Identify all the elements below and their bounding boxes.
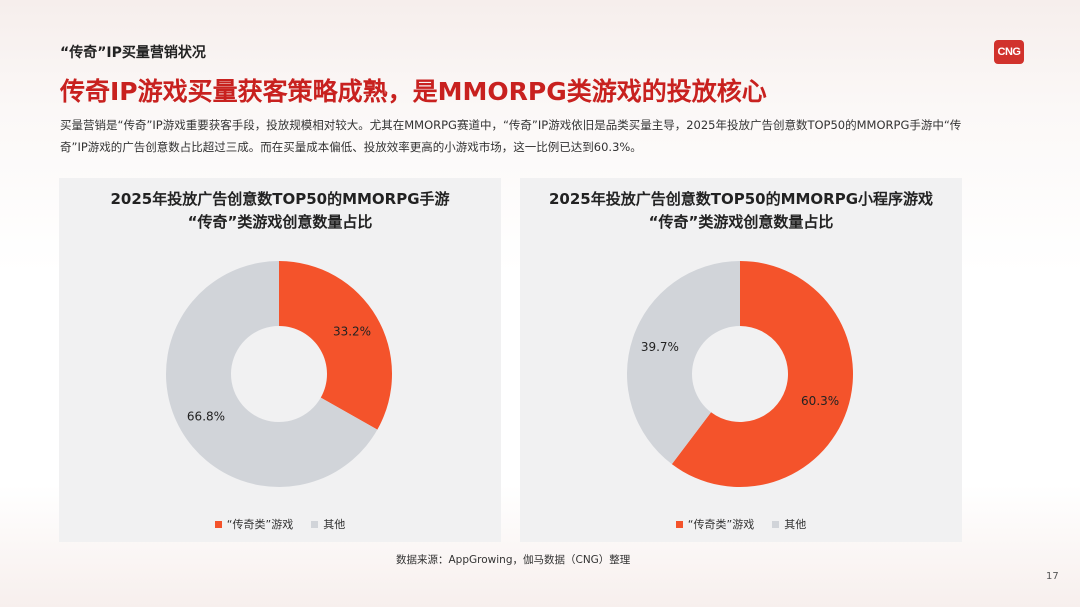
section-label: “传奇”IP买量营销状况 bbox=[60, 45, 206, 61]
pie-slice-other bbox=[627, 261, 740, 465]
legend-swatch-other bbox=[772, 520, 780, 528]
pie-slice-other bbox=[166, 261, 378, 488]
chart-legend: “传奇类”游戏 其他 bbox=[59, 516, 501, 532]
intro-line-1: 买量营销是“传奇”IP游戏重要获客手段，投放规模相对较大。尤其在MMORPG赛道… bbox=[60, 118, 962, 132]
legend-item-chuanqi: “传奇类”游戏 bbox=[675, 516, 755, 532]
legend-label-chuanqi: “传奇类”游戏 bbox=[226, 518, 294, 531]
page-title: 传奇IP游戏买量获客策略成熟，是MMORPG类游戏的投放核心 bbox=[60, 77, 767, 106]
intro-paragraph: 买量营销是“传奇”IP游戏重要获客手段，投放规模相对较大。尤其在MMORPG赛道… bbox=[60, 114, 1030, 158]
legend-label-chuanqi: “传奇类”游戏 bbox=[687, 518, 755, 531]
cng-logo: CNG bbox=[994, 40, 1024, 64]
chart-title: 2025年投放广告创意数TOP50的MMORPG手游 “传奇”类游戏创意数量占比 bbox=[59, 188, 501, 234]
data-label-other: 39.7% bbox=[641, 340, 679, 354]
data-label-chuanqi: 33.2% bbox=[333, 324, 371, 338]
donut-chart-mmorpg-minigame: 60.3% 39.7% bbox=[627, 261, 854, 487]
data-label-other: 66.8% bbox=[187, 410, 225, 424]
chart-title-line-2: “传奇”类游戏创意数量占比 bbox=[648, 213, 834, 231]
chart-panel-mmorpg-mobile: 33.2% 66.8% 2025年投放广告创意数TOP50的MMORPG手游 “传… bbox=[59, 178, 501, 542]
page-number: 17 bbox=[1046, 571, 1059, 582]
data-label-chuanqi: 60.3% bbox=[801, 394, 839, 408]
chart-title-line-1: 2025年投放广告创意数TOP50的MMORPG手游 bbox=[110, 190, 450, 208]
legend-label-other: 其他 bbox=[323, 518, 346, 531]
chart-title: 2025年投放广告创意数TOP50的MMORPG小程序游戏 “传奇”类游戏创意数… bbox=[520, 188, 962, 234]
legend-item-chuanqi: “传奇类”游戏 bbox=[214, 516, 294, 532]
chart-legend: “传奇类”游戏 其他 bbox=[520, 516, 962, 532]
pie-slice-chuanqi bbox=[279, 261, 392, 430]
legend-label-other: 其他 bbox=[784, 518, 807, 531]
data-source-note: 数据来源：AppGrowing，伽马数据（CNG）整理 bbox=[396, 554, 631, 566]
legend-item-other: 其他 bbox=[311, 516, 345, 532]
donut-chart-mmorpg-mobile: 33.2% 66.8% bbox=[166, 261, 392, 488]
chart-panel-mmorpg-minigame: 60.3% 39.7% 2025年投放广告创意数TOP50的MMORPG小程序游戏… bbox=[520, 178, 962, 542]
intro-line-2: 奇”IP游戏的广告创意数占比超过三成。而在买量成本偏低、投放效率更高的小游戏市场… bbox=[60, 140, 642, 154]
legend-item-other: 其他 bbox=[772, 516, 806, 532]
pie-slice-chuanqi bbox=[671, 261, 854, 487]
chart-title-line-1: 2025年投放广告创意数TOP50的MMORPG小程序游戏 bbox=[548, 190, 934, 208]
legend-swatch-chuanqi bbox=[214, 520, 222, 528]
chart-title-line-2: “传奇”类游戏创意数量占比 bbox=[187, 213, 373, 231]
legend-swatch-other bbox=[311, 520, 319, 528]
legend-swatch-chuanqi bbox=[675, 520, 683, 528]
